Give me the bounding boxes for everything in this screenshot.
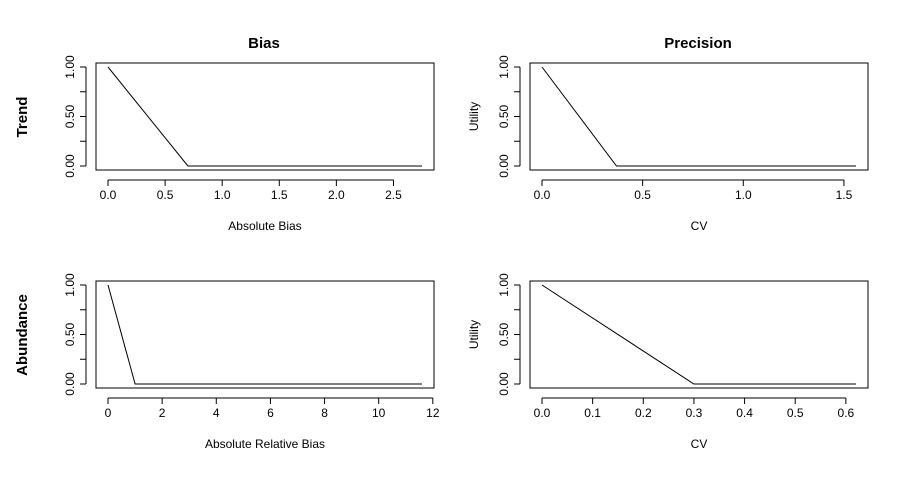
utility-line <box>107 284 422 385</box>
x-tick-label: 1.0 <box>735 188 752 202</box>
x-tick-label: 0 <box>105 406 112 420</box>
y-tick-label: 1.00 <box>63 273 77 297</box>
x-axis-label: Absolute Bias <box>228 219 301 233</box>
y-tick-label: 0.00 <box>63 154 77 178</box>
plot-frame <box>529 62 869 171</box>
x-tick-label: 2 <box>159 406 166 420</box>
x-tick-label: 0.5 <box>157 188 174 202</box>
x-tick-label: 1.0 <box>214 188 231 202</box>
y-tick-label: 1.00 <box>63 55 77 79</box>
x-tick-label: 0.0 <box>534 406 551 420</box>
x-tick-label: 6 <box>267 406 274 420</box>
x-tick-label: 2.5 <box>385 188 402 202</box>
x-tick-label: 0.2 <box>635 406 652 420</box>
y-axis-label: Utility <box>467 102 481 131</box>
utility-line <box>541 284 856 385</box>
panel-1: 0.0 0.5 1.0 1.5 2.0 2.5 0.00 0.50 1.00 Absolute B… <box>63 55 435 233</box>
y-tick-label: 0.00 <box>497 372 511 396</box>
x-tick-label: 0.1 <box>584 406 601 420</box>
x-tick-label: 4 <box>213 406 220 420</box>
x-tick-label: 8 <box>321 406 328 420</box>
y-tick-label: 1.00 <box>497 273 511 297</box>
x-tick-label: 0.5 <box>634 188 651 202</box>
y-axis-label: Utility <box>467 320 481 349</box>
x-axis-label: CV <box>691 219 708 233</box>
panel-3: 0 2 4 6 8 10 12 0.00 0.50 1.00 Absolute Relative B… <box>63 273 440 451</box>
panel-4: 0.0 0.1 0.2 0.3 0.4 0.5 0.6 0.00 0.50 1.00 CV Utili… <box>467 273 869 451</box>
x-tick-label: 1.5 <box>836 188 853 202</box>
y-tick-label: 1.00 <box>497 55 511 79</box>
row-title-abundance: Abundance <box>14 294 31 376</box>
panel-2: 0.0 0.5 1.0 1.5 0.00 0.50 1.00 CV Utility <box>467 55 869 233</box>
y-tick-label: 0.50 <box>63 104 77 128</box>
x-tick-label: 0.0 <box>534 188 551 202</box>
x-tick-label: 0.4 <box>736 406 753 420</box>
plot-frame <box>529 280 869 389</box>
x-axis-label: CV <box>691 437 708 451</box>
x-tick-label: 2.0 <box>328 188 345 202</box>
x-axis-label: Absolute Relative Bias <box>205 437 325 451</box>
y-tick-label: 0.00 <box>497 154 511 178</box>
y-tick-label: 0.00 <box>63 372 77 396</box>
x-tick-label: 10 <box>372 406 386 420</box>
y-tick-label: 0.50 <box>497 322 511 346</box>
x-tick-label: 12 <box>426 406 440 420</box>
x-tick-label: 0.3 <box>686 406 703 420</box>
x-tick-label: 0.5 <box>787 406 804 420</box>
x-tick-label: 0.6 <box>838 406 855 420</box>
row-title-trend: Trend <box>14 97 31 138</box>
column-title-precision: Precision <box>664 35 732 52</box>
utility-line <box>541 66 856 167</box>
y-tick-label: 0.50 <box>63 322 77 346</box>
plot-frame <box>95 62 435 171</box>
utility-line <box>107 66 422 167</box>
y-tick-label: 0.50 <box>497 104 511 128</box>
column-title-bias: Bias <box>248 35 280 52</box>
x-tick-label: 1.5 <box>271 188 288 202</box>
x-tick-label: 0.0 <box>100 188 117 202</box>
plot-frame <box>95 280 435 389</box>
